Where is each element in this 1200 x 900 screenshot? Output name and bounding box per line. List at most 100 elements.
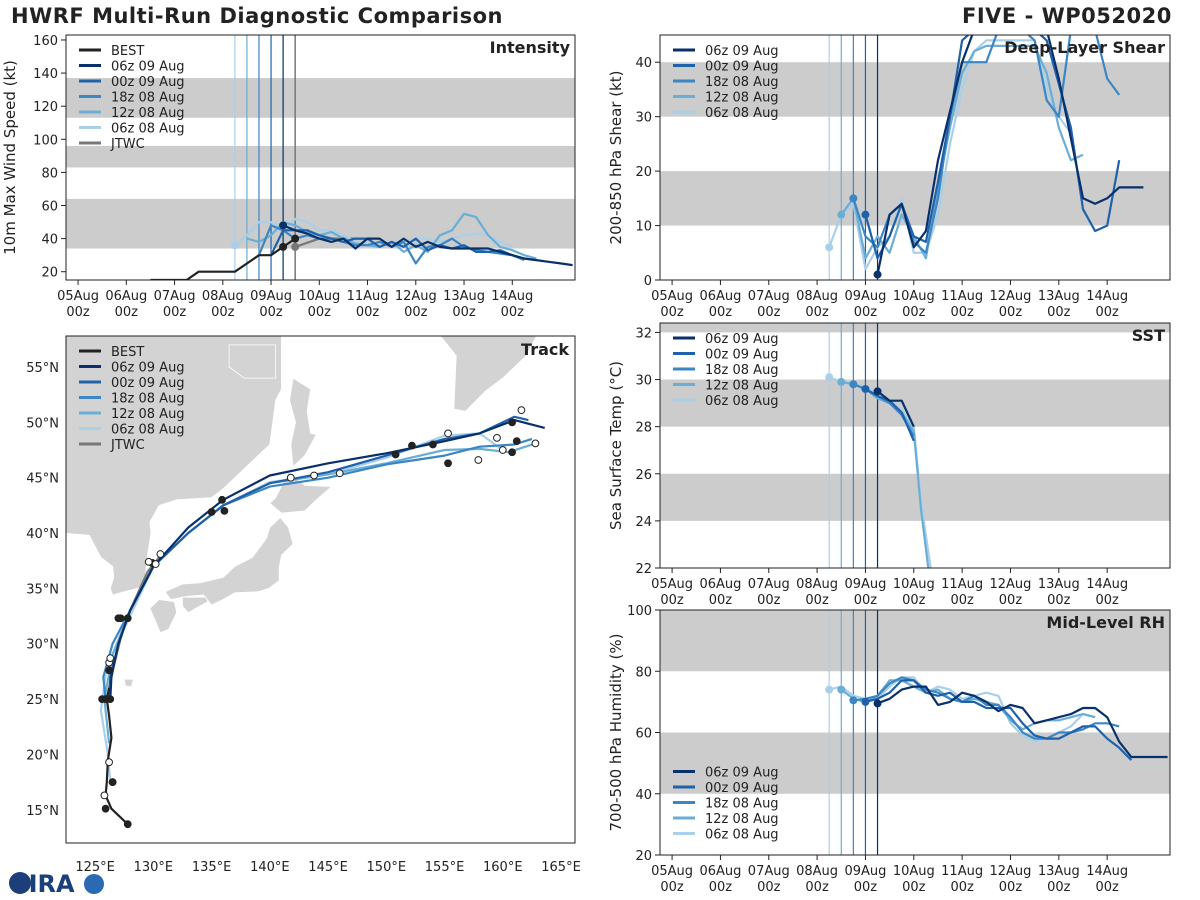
- sst-ytick-label: 32: [635, 326, 652, 341]
- track-legend-label-06z-09-aug: 06z 09 Aug: [111, 361, 185, 376]
- sst-legend-label-06z-09-aug: 06z 09 Aug: [705, 332, 779, 347]
- rh-xtick-label: 00z: [950, 880, 974, 895]
- shear-legend-label-12z-08-aug: 12z 08 Aug: [705, 91, 779, 106]
- intensity-legend-label-18z-08-aug: 18z 08 Aug: [111, 91, 185, 106]
- intensity-ytick-label: 40: [41, 233, 58, 248]
- land-kamchatka: [440, 336, 537, 412]
- intensity-marker-best-0: [279, 242, 288, 251]
- rh-xtick-label: 00z: [1047, 880, 1071, 895]
- intensity-xtick-label: 14Aug: [491, 289, 533, 304]
- sst-xtick-label: 10Aug: [893, 577, 935, 592]
- shear-ytick-label: 30: [635, 111, 652, 126]
- track-frame: [65, 335, 576, 844]
- land-okinawa: [123, 678, 135, 688]
- shear-series-group: [825, 35, 1144, 279]
- shear-ylabel: 200-850 hPa Shear (kt): [607, 71, 625, 245]
- intensity-xtick-label: 00z: [211, 305, 235, 320]
- rh-xtick-label: 09Aug: [844, 864, 886, 879]
- sst-series-06z-09-aug: [876, 390, 915, 428]
- track-legend-label-00z-09-aug: 00z 09 Aug: [111, 376, 185, 391]
- intensity-xtick-label: 00z: [452, 305, 476, 320]
- intensity-xtick-label: 10Aug: [298, 289, 340, 304]
- intensity-ytick-label: 60: [41, 200, 58, 215]
- rh-xtick-label: 13Aug: [1038, 864, 1080, 879]
- storm-id: FIVE - WP052020: [962, 4, 1172, 28]
- intensity-ylabel: 10m Max Wind Speed (kt): [1, 60, 19, 255]
- track-ytick-label: 55°N: [26, 361, 59, 376]
- track-marker-06z-08-aug-8: [517, 406, 526, 415]
- intensity-xtick-label: 13Aug: [443, 289, 485, 304]
- sst-xtick-label: 00z: [854, 593, 878, 608]
- intensity-band-1: [66, 145, 575, 168]
- shear-xtick-label: 05Aug: [651, 289, 693, 304]
- shear-legend-label-06z-09-aug: 06z 09 Aug: [705, 44, 779, 59]
- sst-ytick-label: 30: [635, 374, 652, 389]
- shear-marker-06z-08-aug-0: [825, 243, 834, 252]
- intensity-title: Intensity: [490, 38, 571, 57]
- rh-xtick-label: 00z: [999, 880, 1023, 895]
- track-marker-06z-08-aug-2: [144, 557, 153, 566]
- rh-xtick-label: 07Aug: [748, 864, 790, 879]
- track-series-18z-08-aug: [102, 437, 533, 700]
- sst-xtick-label: 08Aug: [796, 577, 838, 592]
- track-marker-00z-09-aug-4: [512, 437, 521, 446]
- intensity-xtick-label: 00z: [259, 305, 283, 320]
- track-marker-06z-08-aug-5: [444, 429, 452, 438]
- cira-logo: CIRA: [9, 870, 104, 898]
- intensity-ytick-label: 80: [41, 166, 58, 181]
- intensity-marker-06z-09-aug-0: [279, 221, 288, 230]
- track-xtick-label: 130°E: [134, 860, 174, 875]
- track-ytick-label: 45°N: [26, 472, 59, 487]
- cira-logo-text: CIRA: [11, 870, 75, 898]
- rh-legend-label-18z-08-aug: 18z 08 Aug: [705, 797, 779, 812]
- sst-xtick-label: 06Aug: [699, 577, 741, 592]
- rh-ylabel: 700-500 hPa Humidity (%): [607, 633, 625, 831]
- sst-title: SST: [1132, 326, 1165, 345]
- sst-xtick-label: 00z: [999, 593, 1023, 608]
- sst-ytick-label: 24: [635, 515, 652, 530]
- shear-xtick-label: 07Aug: [748, 289, 790, 304]
- track-marker-12z-08-aug-0: [105, 758, 113, 767]
- shear-legend-label-18z-08-aug: 18z 08 Aug: [705, 75, 779, 90]
- shear-xtick-label: 00z: [757, 305, 781, 320]
- sst-xtick-label: 00z: [950, 593, 974, 608]
- shear-xtick-label: 00z: [854, 305, 878, 320]
- rh-xtick-label: 10Aug: [893, 864, 935, 879]
- track-ytick-label: 40°N: [26, 527, 59, 542]
- sst-legend-label-00z-09-aug: 00z 09 Aug: [705, 348, 779, 363]
- track-series-best: [104, 687, 129, 825]
- shear-ytick-label: 0: [644, 274, 652, 289]
- sst-xtick-label: 11Aug: [941, 577, 983, 592]
- track-ytick-label: 35°N: [26, 582, 59, 597]
- sst-xtick-label: 07Aug: [748, 577, 790, 592]
- sst-xtick-label: 09Aug: [844, 577, 886, 592]
- sst-band-2: [660, 323, 1170, 333]
- rh-ytick-label: 100: [627, 604, 652, 619]
- shear-series-12z-08-aug: [840, 44, 1084, 260]
- shear-xtick-label: 00z: [709, 305, 733, 320]
- shear-legend-label-06z-08-aug: 06z 08 Aug: [705, 106, 779, 121]
- sst-xtick-label: 13Aug: [1038, 577, 1080, 592]
- sst-xtick-label: 00z: [1047, 593, 1071, 608]
- intensity-xtick-label: 00z: [115, 305, 139, 320]
- rh-series-06z-09-aug: [877, 685, 1168, 759]
- intensity-legend-label-best: BEST: [111, 44, 144, 59]
- shear-xtick-label: 10Aug: [893, 289, 935, 304]
- intensity-xtick-label: 08Aug: [202, 289, 244, 304]
- track-marker-best-1: [101, 804, 110, 813]
- intensity-ytick-label: 120: [33, 100, 58, 115]
- rh-xtick-label: 00z: [757, 880, 781, 895]
- rh-xtick-label: 14Aug: [1086, 864, 1128, 879]
- track-marker-jtwc-2: [156, 550, 165, 558]
- sst-band-0: [660, 473, 1170, 521]
- land-asia-mainland: [66, 336, 282, 596]
- rh-marker-00z-09-aug-0: [861, 697, 870, 706]
- shear-xtick-label: 13Aug: [1038, 289, 1080, 304]
- track-xtick-label: 165°E: [541, 860, 581, 875]
- track-marker-18z-08-aug-3: [391, 450, 400, 459]
- intensity-series-group: [150, 212, 573, 280]
- sst-xtick-label: 05Aug: [651, 577, 693, 592]
- rh-marker-06z-09-aug-0: [873, 699, 882, 708]
